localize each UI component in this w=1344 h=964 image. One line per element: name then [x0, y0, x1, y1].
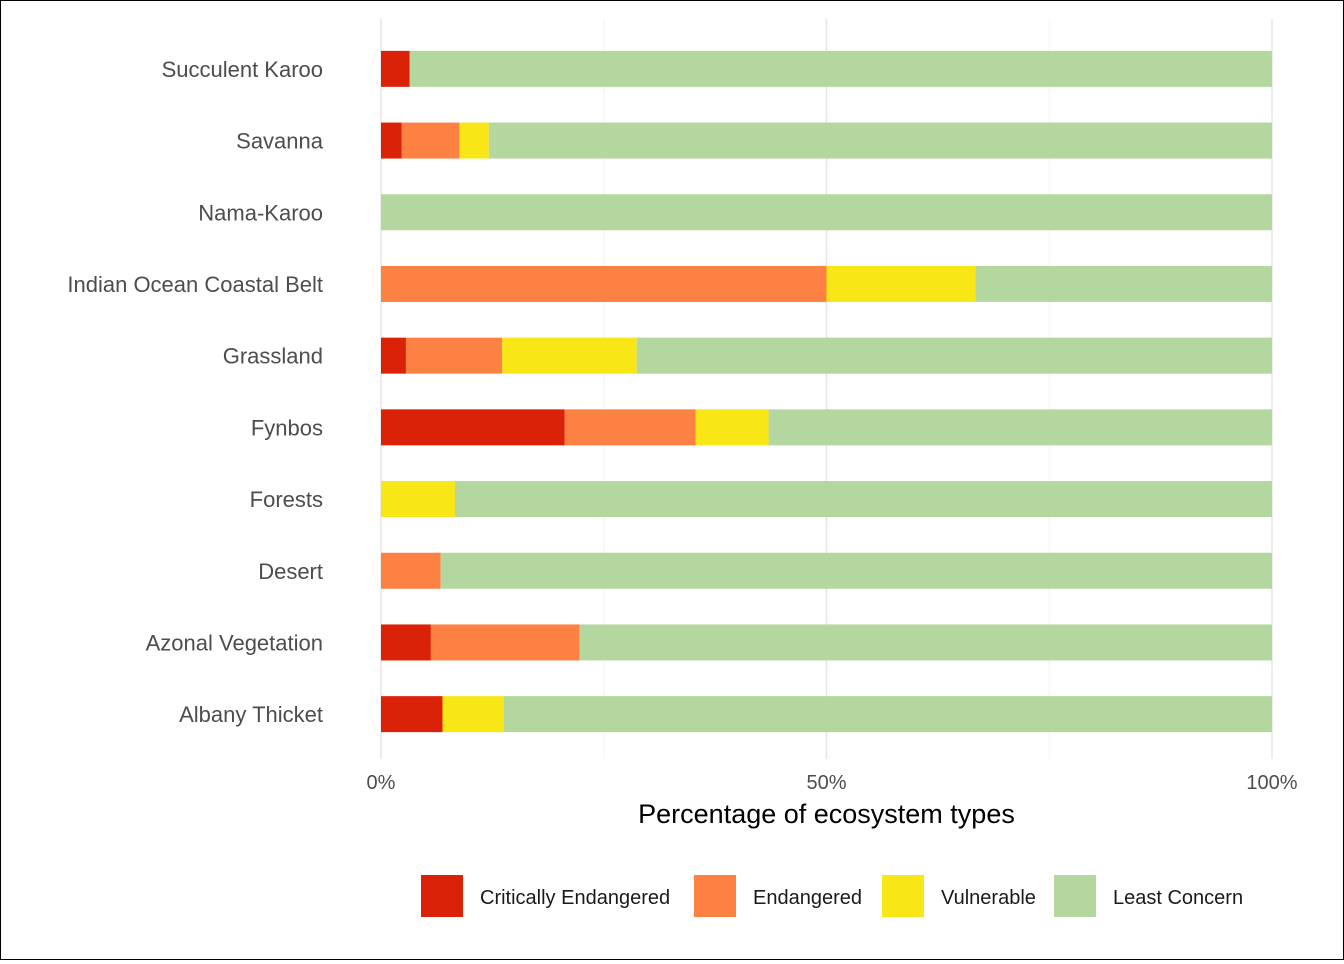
bar-segment	[381, 696, 443, 733]
category-label: Nama-Karoo	[198, 200, 323, 225]
bar-segment	[826, 265, 976, 302]
category-label: Grassland	[223, 344, 323, 369]
bar-segment	[381, 122, 402, 159]
bar-segment	[503, 696, 1272, 733]
legend-label: Least Concern	[1113, 887, 1243, 909]
x-tick-label: 0%	[367, 772, 396, 794]
category-label: Desert	[258, 559, 323, 584]
bar-segment	[401, 122, 460, 159]
bar-segment	[430, 624, 580, 661]
bar-segment	[488, 122, 1272, 159]
x-tick-labels: 0% 50% 100%	[367, 772, 1298, 794]
bar-segment	[768, 409, 1272, 446]
bar-segment	[636, 337, 1272, 374]
category-label: Albany Thicket	[179, 702, 323, 727]
bar-segment	[502, 337, 637, 374]
bar-segment	[381, 552, 441, 589]
bar-segment	[409, 50, 1273, 87]
legend-key	[1054, 875, 1096, 917]
bar-segment	[381, 337, 406, 374]
bar-segment	[381, 194, 1272, 231]
bars	[381, 50, 1273, 733]
bar-segment	[381, 265, 827, 302]
category-label: Fynbos	[251, 415, 323, 440]
legend-key	[882, 875, 924, 917]
bar-segment	[381, 624, 431, 661]
bar-segment	[459, 122, 489, 159]
bar-segment	[564, 409, 696, 446]
category-label: Azonal Vegetation	[146, 630, 323, 655]
bar-segment	[381, 481, 455, 518]
category-label: Forests	[250, 487, 323, 512]
bar-segment	[381, 50, 410, 87]
bar-segment	[405, 337, 503, 374]
category-labels: Succulent Karoo Savanna Nama-Karoo Indian O…	[67, 57, 323, 727]
x-tick-label: 50%	[806, 772, 846, 794]
bar-segment	[454, 481, 1272, 518]
bar-segment	[579, 624, 1272, 661]
legend-label: Critically Endangered	[480, 887, 670, 909]
bar-segment	[442, 696, 504, 733]
legend-key	[421, 875, 463, 917]
bar-segment	[975, 265, 1272, 302]
legend-key	[694, 875, 736, 917]
legend-label: Endangered	[753, 887, 862, 909]
x-axis-title: Percentage of ecosystem types	[638, 799, 1015, 829]
bar-segment	[695, 409, 769, 446]
legend-label: Vulnerable	[941, 887, 1036, 909]
x-tick-label: 100%	[1246, 772, 1297, 794]
bar-segment	[440, 552, 1272, 589]
category-label: Savanna	[236, 129, 324, 154]
legend: Critically Endangered Endangered Vulnerabl…	[421, 875, 1243, 917]
bar-segment	[381, 409, 565, 446]
category-label: Indian Ocean Coastal Belt	[67, 272, 323, 297]
category-label: Succulent Karoo	[162, 57, 323, 82]
